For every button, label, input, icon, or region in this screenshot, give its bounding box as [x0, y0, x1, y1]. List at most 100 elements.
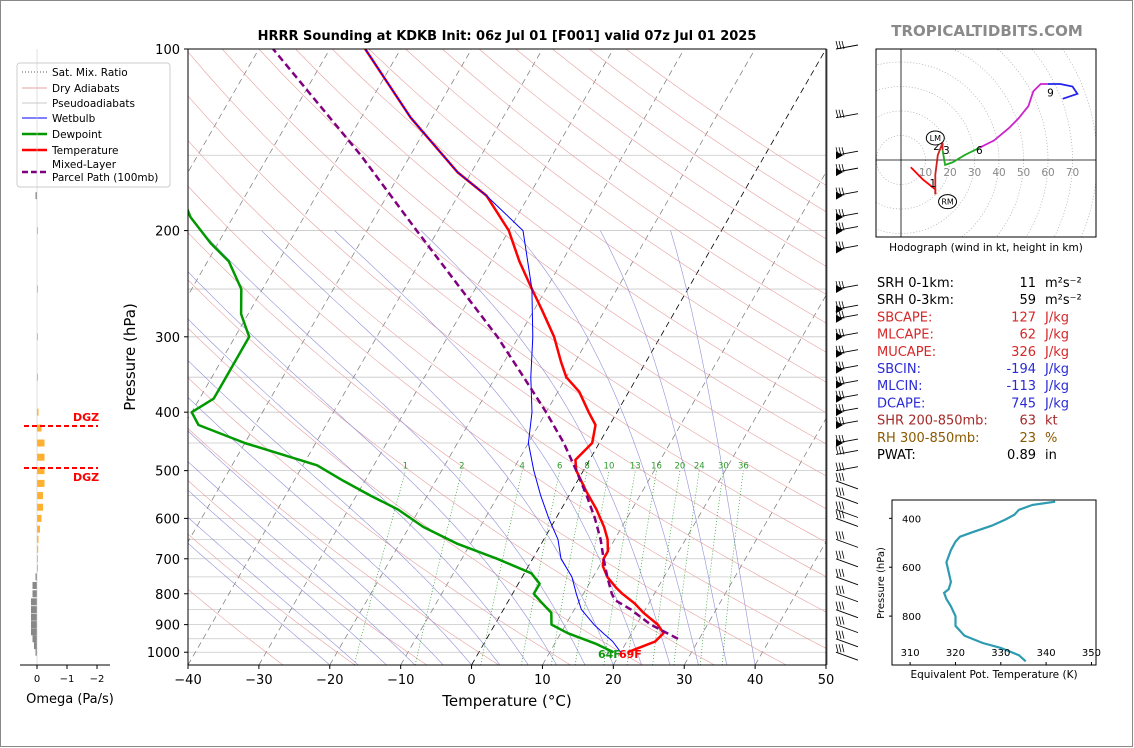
barb-feather — [835, 472, 839, 482]
barb-feather — [835, 376, 839, 385]
barb-feather — [841, 501, 845, 510]
wind-barb — [835, 585, 859, 603]
wind-barb — [835, 280, 859, 294]
hodo-segment — [934, 142, 944, 195]
theta-e-y-tick-label: 400 — [902, 514, 921, 525]
isotherm-line — [188, 49, 260, 173]
wind-barb — [835, 147, 859, 160]
dry-adiabat-line — [405, 49, 826, 353]
index-name: RH 300-850mb: — [877, 431, 980, 446]
omega-bar — [37, 479, 45, 487]
legend-label: Sat. Mix. Ratio — [52, 67, 128, 79]
omega-bar — [32, 581, 37, 589]
hodo-ring-label: 40 — [992, 167, 1005, 179]
hodo-height-label: 9 — [1047, 87, 1054, 99]
barb-feather — [838, 310, 842, 319]
barb-feather — [838, 109, 842, 118]
y-tick-label: 300 — [155, 331, 180, 346]
isotherm-line — [188, 49, 401, 420]
theta-e-xlabel: Equivalent Pot. Temperature (K) — [910, 669, 1077, 681]
barb-feather — [835, 446, 839, 455]
index-unit: % — [1045, 431, 1057, 446]
x-tick-label: −20 — [316, 673, 343, 688]
pseudoadiabat-line — [514, 230, 699, 665]
x-tick-label: 0 — [467, 673, 475, 688]
mixing-ratio-line — [480, 470, 523, 665]
omega-panel: 0 −1 −2 Omega (Pa/s) DGZ DGZ — [20, 49, 114, 707]
isotherm-line — [542, 171, 826, 665]
barb-shaft — [835, 44, 859, 50]
skewt-frame — [187, 48, 827, 666]
mixing-ratio-label: 13 — [630, 462, 641, 472]
wind-barb — [835, 462, 859, 472]
legend-label: Dry Adiabats — [52, 83, 120, 95]
barb-feather — [841, 40, 845, 50]
barb-feather — [838, 209, 842, 218]
barb-feather — [841, 301, 845, 310]
barb-feather — [841, 462, 845, 471]
barb-feather — [841, 510, 845, 519]
isotherm-line — [188, 49, 543, 665]
barb-feather — [841, 164, 845, 173]
index-value: 63 — [1019, 414, 1036, 429]
barb-feather — [835, 164, 839, 173]
barb-feather — [835, 361, 839, 370]
dry-adiabat-line — [188, 279, 715, 665]
wind-barb — [835, 310, 859, 323]
theta-e-x-tick-label: 320 — [946, 648, 965, 659]
dry-adiabat-line — [188, 185, 826, 649]
skewt-axis-ticks: −40 −30 −20 −10 0 10 20 30 40 50 100 200 300 400 500 60… — [147, 43, 834, 688]
barb-feather — [841, 446, 845, 455]
barb-feather — [838, 616, 842, 625]
barb-shaft — [835, 651, 859, 661]
dry-adiabat-line — [188, 95, 826, 578]
barb-feather — [838, 487, 842, 496]
mixing-ratio-line — [353, 470, 406, 665]
hodo-height-label: 2 — [933, 141, 940, 153]
mixing-ratio-label: 6 — [557, 462, 562, 472]
barb-feather — [841, 487, 845, 496]
index-unit: J/kg — [1044, 345, 1069, 360]
index-value: 23 — [1019, 431, 1036, 446]
omega-bars — [31, 192, 45, 656]
index-value: -194 — [1006, 362, 1036, 377]
y-tick-label: 600 — [155, 512, 180, 527]
wind-barb — [835, 416, 859, 429]
theta-e-x-tick-label: 340 — [1037, 648, 1056, 659]
barb-feather — [838, 328, 842, 337]
hodo-height-label: 1 — [930, 178, 937, 190]
index-name: SHR 200-850mb: — [877, 414, 988, 429]
barb-feather — [841, 434, 845, 444]
mixing-ratio-line — [550, 470, 588, 665]
barb-shaft — [835, 480, 859, 490]
barb-feather — [838, 241, 842, 250]
wind-barb — [835, 361, 859, 374]
omega-bar — [37, 333, 38, 341]
index-row: SBCIN: -194 J/kg — [877, 362, 1069, 377]
index-row: RH 300-850mb: 23% — [877, 431, 1057, 446]
theta-e-y-tick-label: 600 — [902, 563, 921, 574]
pseudoadiabat-line — [188, 516, 359, 665]
wind-barb — [835, 209, 859, 222]
barb-feather — [838, 345, 842, 354]
wind-barb — [835, 644, 859, 661]
barb-shaft — [835, 517, 859, 527]
wind-barb — [835, 501, 859, 518]
series-dewpoint-line — [188, 207, 615, 654]
barb-feather — [838, 462, 842, 471]
barb-feather — [835, 109, 839, 118]
dry-adiabat-line — [442, 49, 826, 324]
barb-feather — [835, 345, 839, 354]
skewt-panel: −40 −30 −20 −10 0 10 20 30 40 50 100 200 300 400 500 60… — [121, 40, 859, 710]
hodograph-frame — [875, 48, 1097, 238]
storm-motion-marker — [925, 130, 945, 146]
index-row: MUCAPE: 326 J/kg — [877, 345, 1069, 360]
barb-shaft — [835, 576, 859, 586]
omega-bar — [37, 555, 38, 563]
theta-e-x-tick-label: 310 — [901, 648, 920, 659]
dry-adiabat-line — [188, 232, 787, 665]
legend-label: Dewpoint — [52, 129, 102, 141]
wind-barb — [835, 510, 859, 527]
barb-shaft — [835, 466, 859, 472]
